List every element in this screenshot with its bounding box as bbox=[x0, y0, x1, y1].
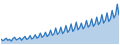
area-fill bbox=[1, 4, 119, 44]
plot-area bbox=[1, 4, 119, 44]
chart-root bbox=[0, 0, 120, 45]
chart-svg bbox=[0, 0, 120, 45]
series-line bbox=[1, 4, 119, 41]
